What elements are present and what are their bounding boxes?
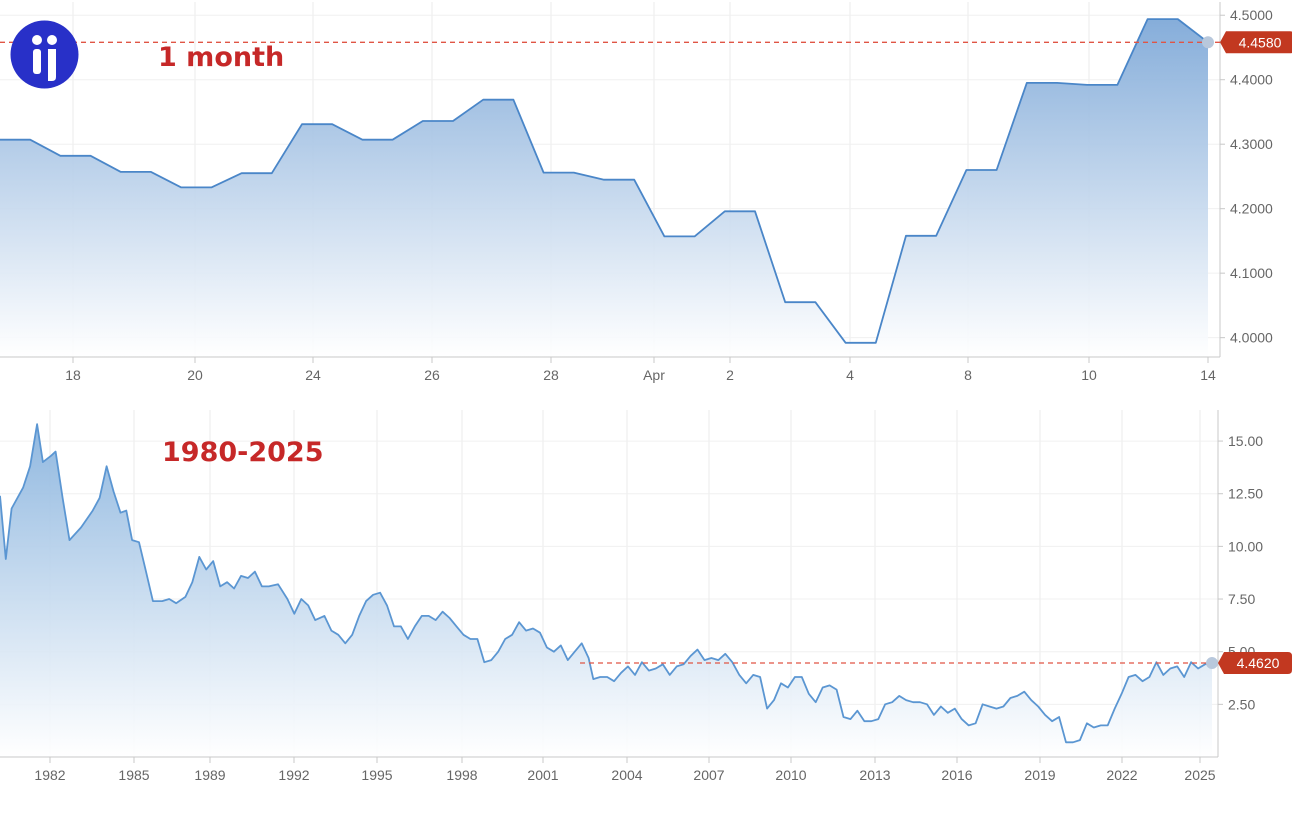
x-tick-label: 2019 (1024, 767, 1055, 783)
x-tick-label: 2025 (1184, 767, 1215, 783)
x-tick-label: Apr (643, 367, 665, 383)
x-tick-label: 2001 (527, 767, 558, 783)
chart-2-title: 1980-2025 (162, 437, 324, 468)
x-tick-label: 2022 (1106, 767, 1137, 783)
y-tick-label: 10.00 (1228, 538, 1263, 554)
x-tick-label: 1985 (118, 767, 149, 783)
x-tick-label: 2016 (941, 767, 972, 783)
chart-1980-2025: 1982 1985 1989 1992 1995 1998 2001 2004 2007 2010… (0, 410, 1292, 783)
x-tick-label: 24 (305, 367, 321, 383)
series-area (0, 424, 1212, 757)
x-tick-label: 2 (726, 367, 734, 383)
x-tick-label: 4 (846, 367, 854, 383)
y-tick-label: 4.1000 (1230, 265, 1273, 281)
current-value-badge (1218, 652, 1292, 675)
logo-icon (10, 20, 79, 89)
x-tick-label: 14 (1200, 367, 1216, 383)
x-tick-label: 2013 (859, 767, 890, 783)
x-tick-label: 2004 (611, 767, 642, 783)
x-tick-label: 26 (424, 367, 440, 383)
x-tick-label: 2007 (693, 767, 724, 783)
x-tick-label: 28 (543, 367, 559, 383)
series-area (0, 19, 1208, 357)
current-value-badge (1220, 31, 1292, 54)
y-tick-label: 12.50 (1228, 486, 1263, 502)
series-line (0, 18, 1209, 344)
x-tick-label: 10 (1081, 367, 1097, 383)
current-value-label: 4.4620 (1237, 655, 1280, 671)
x-tick-label: 1989 (194, 767, 225, 783)
x-tick-label: 1992 (278, 767, 309, 783)
y-tick-label: 7.50 (1228, 591, 1255, 607)
x-tick-label: 8 (964, 367, 972, 383)
y-tick-label: 2.50 (1228, 696, 1255, 712)
current-value-dot (1202, 36, 1214, 49)
y-tick-label: 15.00 (1228, 433, 1263, 449)
y-tick-label: 4.5000 (1230, 7, 1273, 23)
y-tick-label: 4.2000 (1230, 201, 1273, 217)
series-line (0, 423, 1213, 744)
y-tick-label: 4.0000 (1230, 330, 1273, 346)
x-tick-label: 2010 (775, 767, 806, 783)
y-tick-label: 4.3000 (1230, 136, 1273, 152)
current-value-label: 4.4580 (1239, 34, 1282, 50)
chart-1-month: 18 20 24 26 28 Apr 2 4 8 10 144.00004.10004.20004.… (0, 2, 1292, 383)
chart-1-title: 1 month (158, 42, 285, 73)
x-tick-label: 18 (65, 367, 81, 383)
x-tick-label: 1998 (446, 767, 477, 783)
current-value-dot (1206, 657, 1218, 670)
x-tick-label: 20 (187, 367, 203, 383)
x-tick-label: 1995 (361, 767, 392, 783)
x-tick-label: 1982 (34, 767, 65, 783)
y-tick-label: 4.4000 (1230, 72, 1273, 88)
